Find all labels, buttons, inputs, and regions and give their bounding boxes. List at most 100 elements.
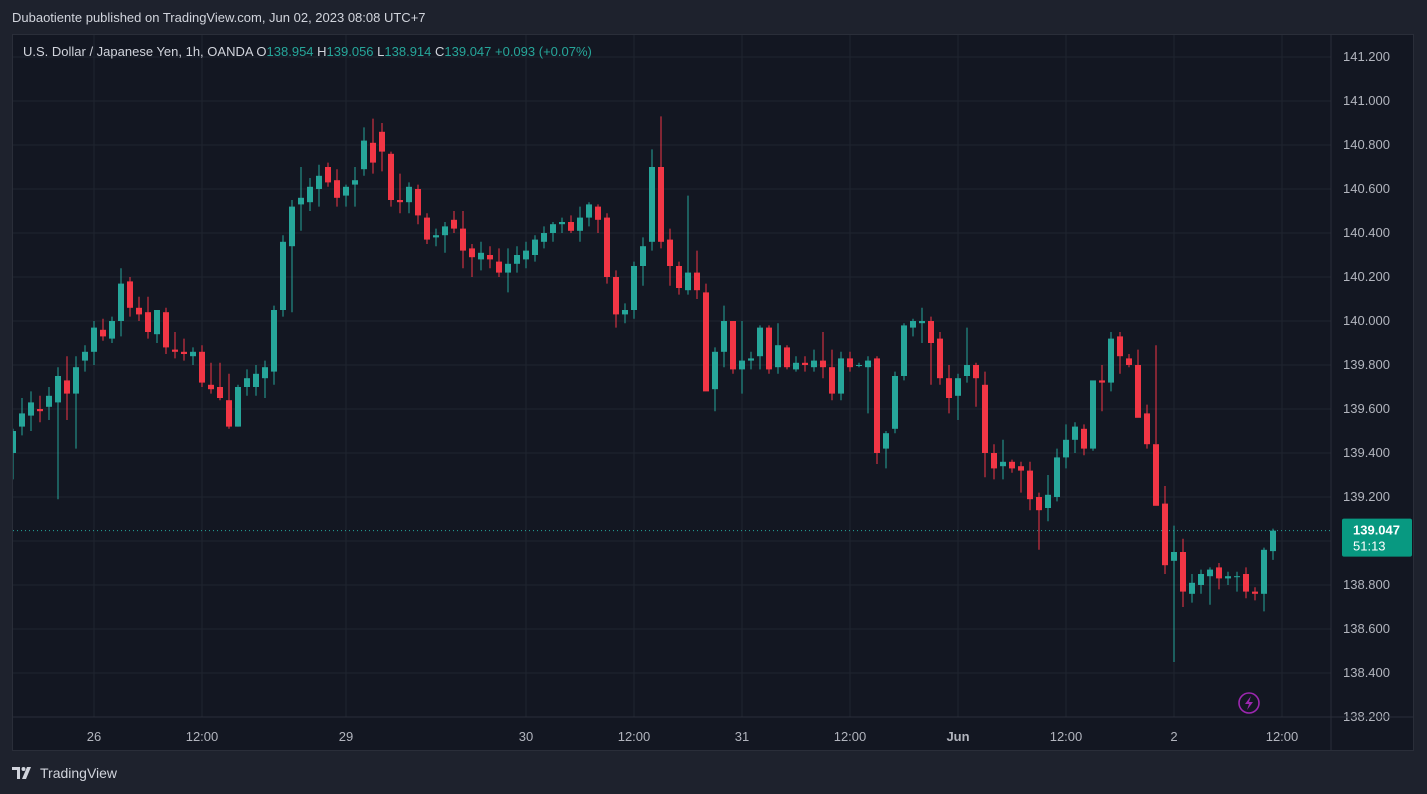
candle-body (577, 217, 583, 231)
candle-body (514, 255, 520, 264)
brand-name: TradingView (40, 765, 118, 781)
y-tick-label: 139.600 (1343, 401, 1390, 416)
candle-body (919, 321, 925, 324)
x-tick-label: Jun (946, 729, 969, 744)
x-tick-label: 26 (87, 729, 101, 744)
candle-body (1270, 530, 1276, 552)
candle-body (1081, 428, 1087, 449)
y-tick-label: 139.800 (1343, 357, 1390, 372)
y-tick-label: 139.400 (1343, 445, 1390, 460)
candle-body (622, 310, 628, 315)
candle-body (802, 362, 808, 365)
publish-bar: Dubaotiente published on TradingView.com… (0, 0, 1427, 34)
candle-body (892, 376, 898, 429)
candle-body (154, 310, 160, 335)
candle-body (1027, 470, 1033, 500)
candle-body (13, 431, 16, 453)
candles-group (13, 116, 1276, 662)
candle-body (325, 167, 331, 183)
candle-body (748, 358, 754, 361)
bar-countdown: 51:13 (1353, 539, 1386, 554)
candle-body (91, 327, 97, 352)
candle-body (946, 378, 952, 398)
candle-body (73, 367, 79, 394)
candle-body (631, 266, 637, 310)
last-price-value: 139.047 (1353, 523, 1400, 538)
candle-body (334, 180, 340, 198)
candle-body (1198, 574, 1204, 585)
candle-body (793, 362, 799, 370)
candle-body (298, 197, 304, 205)
y-tick-label: 139.200 (1343, 489, 1390, 504)
y-tick-label: 140.200 (1343, 269, 1390, 284)
candle-body (235, 387, 241, 427)
candle-body (712, 351, 718, 390)
candle-body (784, 347, 790, 368)
candle-body (964, 365, 970, 376)
candle-body (271, 310, 277, 372)
candle-body (352, 180, 358, 185)
candle-body (676, 266, 682, 288)
candle-body (1252, 591, 1258, 594)
candle-body (469, 248, 475, 258)
candle-body (262, 367, 268, 379)
candle-body (856, 365, 862, 366)
candle-body (829, 367, 835, 394)
candle-body (1117, 336, 1123, 357)
candle-body (595, 206, 601, 220)
candle-body (1135, 365, 1141, 418)
candle-body (1009, 461, 1015, 469)
candle-body (775, 345, 781, 368)
candle-body (685, 272, 691, 291)
last-price-badge (1342, 518, 1412, 557)
candle-body (1090, 380, 1096, 449)
candle-body (100, 329, 106, 337)
candle-body (1126, 358, 1132, 365)
x-tick-label: 29 (339, 729, 353, 744)
candle-body (1162, 503, 1168, 566)
candle-body (28, 402, 34, 416)
candle-body (865, 360, 871, 368)
candle-body (442, 226, 448, 236)
candle-body (1153, 444, 1159, 506)
candle-body (703, 292, 709, 392)
candle-body (613, 277, 619, 315)
legend-low: 138.914 (384, 44, 435, 59)
legend-change: +0.093 (+0.07%) (495, 44, 592, 59)
candle-body (37, 409, 43, 412)
candle-body (586, 204, 592, 218)
candle-body (847, 358, 853, 368)
candle-body (991, 453, 997, 469)
chart-frame[interactable]: 141.200 141.000 140.800 140.600 140.400 140.2… (12, 34, 1414, 751)
candle-body (568, 222, 574, 231)
candle-body (136, 307, 142, 315)
tradingview-logo-icon (12, 767, 31, 779)
candle-body (118, 283, 124, 321)
candle-body (415, 189, 421, 216)
candle-body (874, 358, 880, 453)
candle-body (370, 142, 376, 163)
legend-high: 139.056 (327, 44, 378, 59)
candle-body (901, 325, 907, 376)
lightning-bolt-shape (1245, 696, 1253, 710)
price-chart[interactable]: 141.200 141.000 140.800 140.600 140.400 140.2… (13, 35, 1413, 750)
candle-body (937, 338, 943, 379)
candle-body (973, 365, 979, 379)
publisher-text: Dubaotiente published on TradingView.com… (12, 10, 426, 25)
candle-body (1207, 569, 1213, 577)
candle-body (811, 360, 817, 368)
candle-body (541, 233, 547, 242)
candle-body (82, 351, 88, 361)
tradingview-brand[interactable]: TradingView (12, 765, 117, 781)
candle-body (109, 321, 115, 339)
candle-body (460, 228, 466, 251)
candle-body (55, 376, 61, 403)
candle-body (280, 241, 286, 310)
candle-body (343, 186, 349, 196)
candle-body (559, 222, 565, 225)
candle-body (451, 219, 457, 229)
lightning-icon[interactable] (1238, 692, 1260, 714)
candle-body (1243, 574, 1249, 592)
candle-body (1189, 582, 1195, 594)
candle-body (289, 206, 295, 247)
